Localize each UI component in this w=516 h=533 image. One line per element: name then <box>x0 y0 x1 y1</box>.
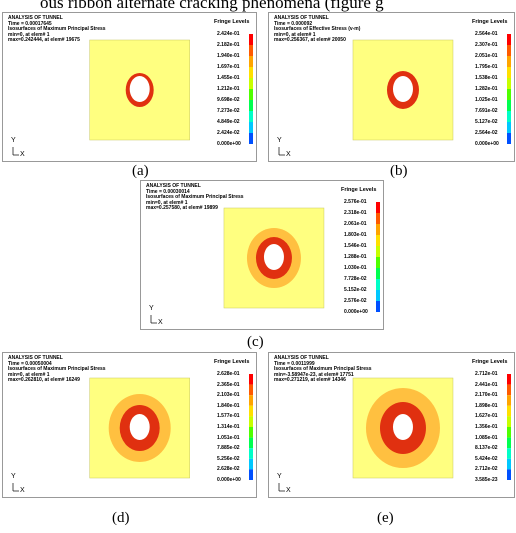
color-bar-segment <box>249 438 253 449</box>
color-bar-segment <box>507 395 511 406</box>
panel-label: (b) <box>390 163 408 180</box>
axis-x-label: X <box>286 151 291 158</box>
tunnel-hole <box>393 76 413 102</box>
panel-graphic <box>269 13 515 162</box>
color-bar-segment <box>507 427 511 438</box>
axis-x-label: X <box>20 151 25 158</box>
color-bar-segment <box>376 235 380 246</box>
tunnel-hole <box>130 76 150 102</box>
color-bar-segment <box>249 89 253 100</box>
tunnel-hole <box>264 244 284 270</box>
color-bar-segment <box>376 202 380 213</box>
color-bar-segment <box>376 257 380 268</box>
color-bar-segment <box>376 213 380 224</box>
color-bar-segment <box>507 45 511 56</box>
color-bar-segment <box>507 111 511 122</box>
color-bar-segment <box>507 416 511 427</box>
color-bar-segment <box>507 67 511 78</box>
axis-x-label: X <box>20 487 25 494</box>
panel-graphic <box>3 353 257 498</box>
color-bar-segment <box>507 34 511 45</box>
color-bar-segment <box>249 100 253 111</box>
panel-graphic <box>141 181 384 330</box>
color-bar-segment <box>249 416 253 427</box>
tunnel-hole <box>393 414 413 440</box>
color-bar-segment <box>376 279 380 290</box>
figure-panel: ANALYSIS OF TUNNELTime = 0.00017645Isosu… <box>2 12 257 162</box>
axis-y-label: Y <box>277 473 282 480</box>
color-bar-segment <box>507 438 511 449</box>
axis-x-label: X <box>286 487 291 494</box>
color-bar-segment <box>249 469 253 480</box>
color-bar-segment <box>249 34 253 45</box>
color-bar-segment <box>376 246 380 257</box>
color-bar-segment <box>507 385 511 396</box>
color-bar-segment <box>507 133 511 144</box>
panel-label: (e) <box>377 510 394 527</box>
axis-y-label: Y <box>277 137 282 144</box>
color-bar-segment <box>376 301 380 312</box>
axis-x-label: X <box>158 319 163 326</box>
color-bar-segment <box>249 67 253 78</box>
color-bar-segment <box>249 395 253 406</box>
panel-graphic <box>269 353 515 498</box>
page: ous ribbon alternate cracking phenomena … <box>0 0 516 533</box>
color-bar-segment <box>249 374 253 385</box>
color-bar-segment <box>376 224 380 235</box>
panel-graphic <box>3 13 257 162</box>
color-bar-segment <box>249 111 253 122</box>
color-bar-segment <box>507 406 511 417</box>
color-bar-segment <box>249 45 253 56</box>
color-bar-segment <box>376 268 380 279</box>
color-bar-segment <box>249 459 253 470</box>
color-bar-segment <box>249 448 253 459</box>
color-bar-segment <box>249 406 253 417</box>
color-bar-segment <box>507 374 511 385</box>
panel-label: (c) <box>247 334 264 351</box>
color-bar-segment <box>249 56 253 67</box>
color-bar-segment <box>507 448 511 459</box>
color-bar-segment <box>507 459 511 470</box>
panel-label: (d) <box>112 510 130 527</box>
color-bar-segment <box>249 133 253 144</box>
axis-y-label: Y <box>11 137 16 144</box>
color-bar-segment <box>507 469 511 480</box>
color-bar-segment <box>507 78 511 89</box>
axis-y-label: Y <box>11 473 16 480</box>
axis-y-label: Y <box>149 305 154 312</box>
color-bar-segment <box>249 122 253 133</box>
color-bar-segment <box>507 56 511 67</box>
color-bar-segment <box>376 290 380 301</box>
color-bar-segment <box>507 122 511 133</box>
color-bar-segment <box>249 78 253 89</box>
color-bar-segment <box>507 89 511 100</box>
color-bar-segment <box>507 100 511 111</box>
color-bar-segment <box>249 427 253 438</box>
color-bar-segment <box>249 385 253 396</box>
tunnel-hole <box>130 414 150 440</box>
panel-label: (a) <box>132 163 149 180</box>
